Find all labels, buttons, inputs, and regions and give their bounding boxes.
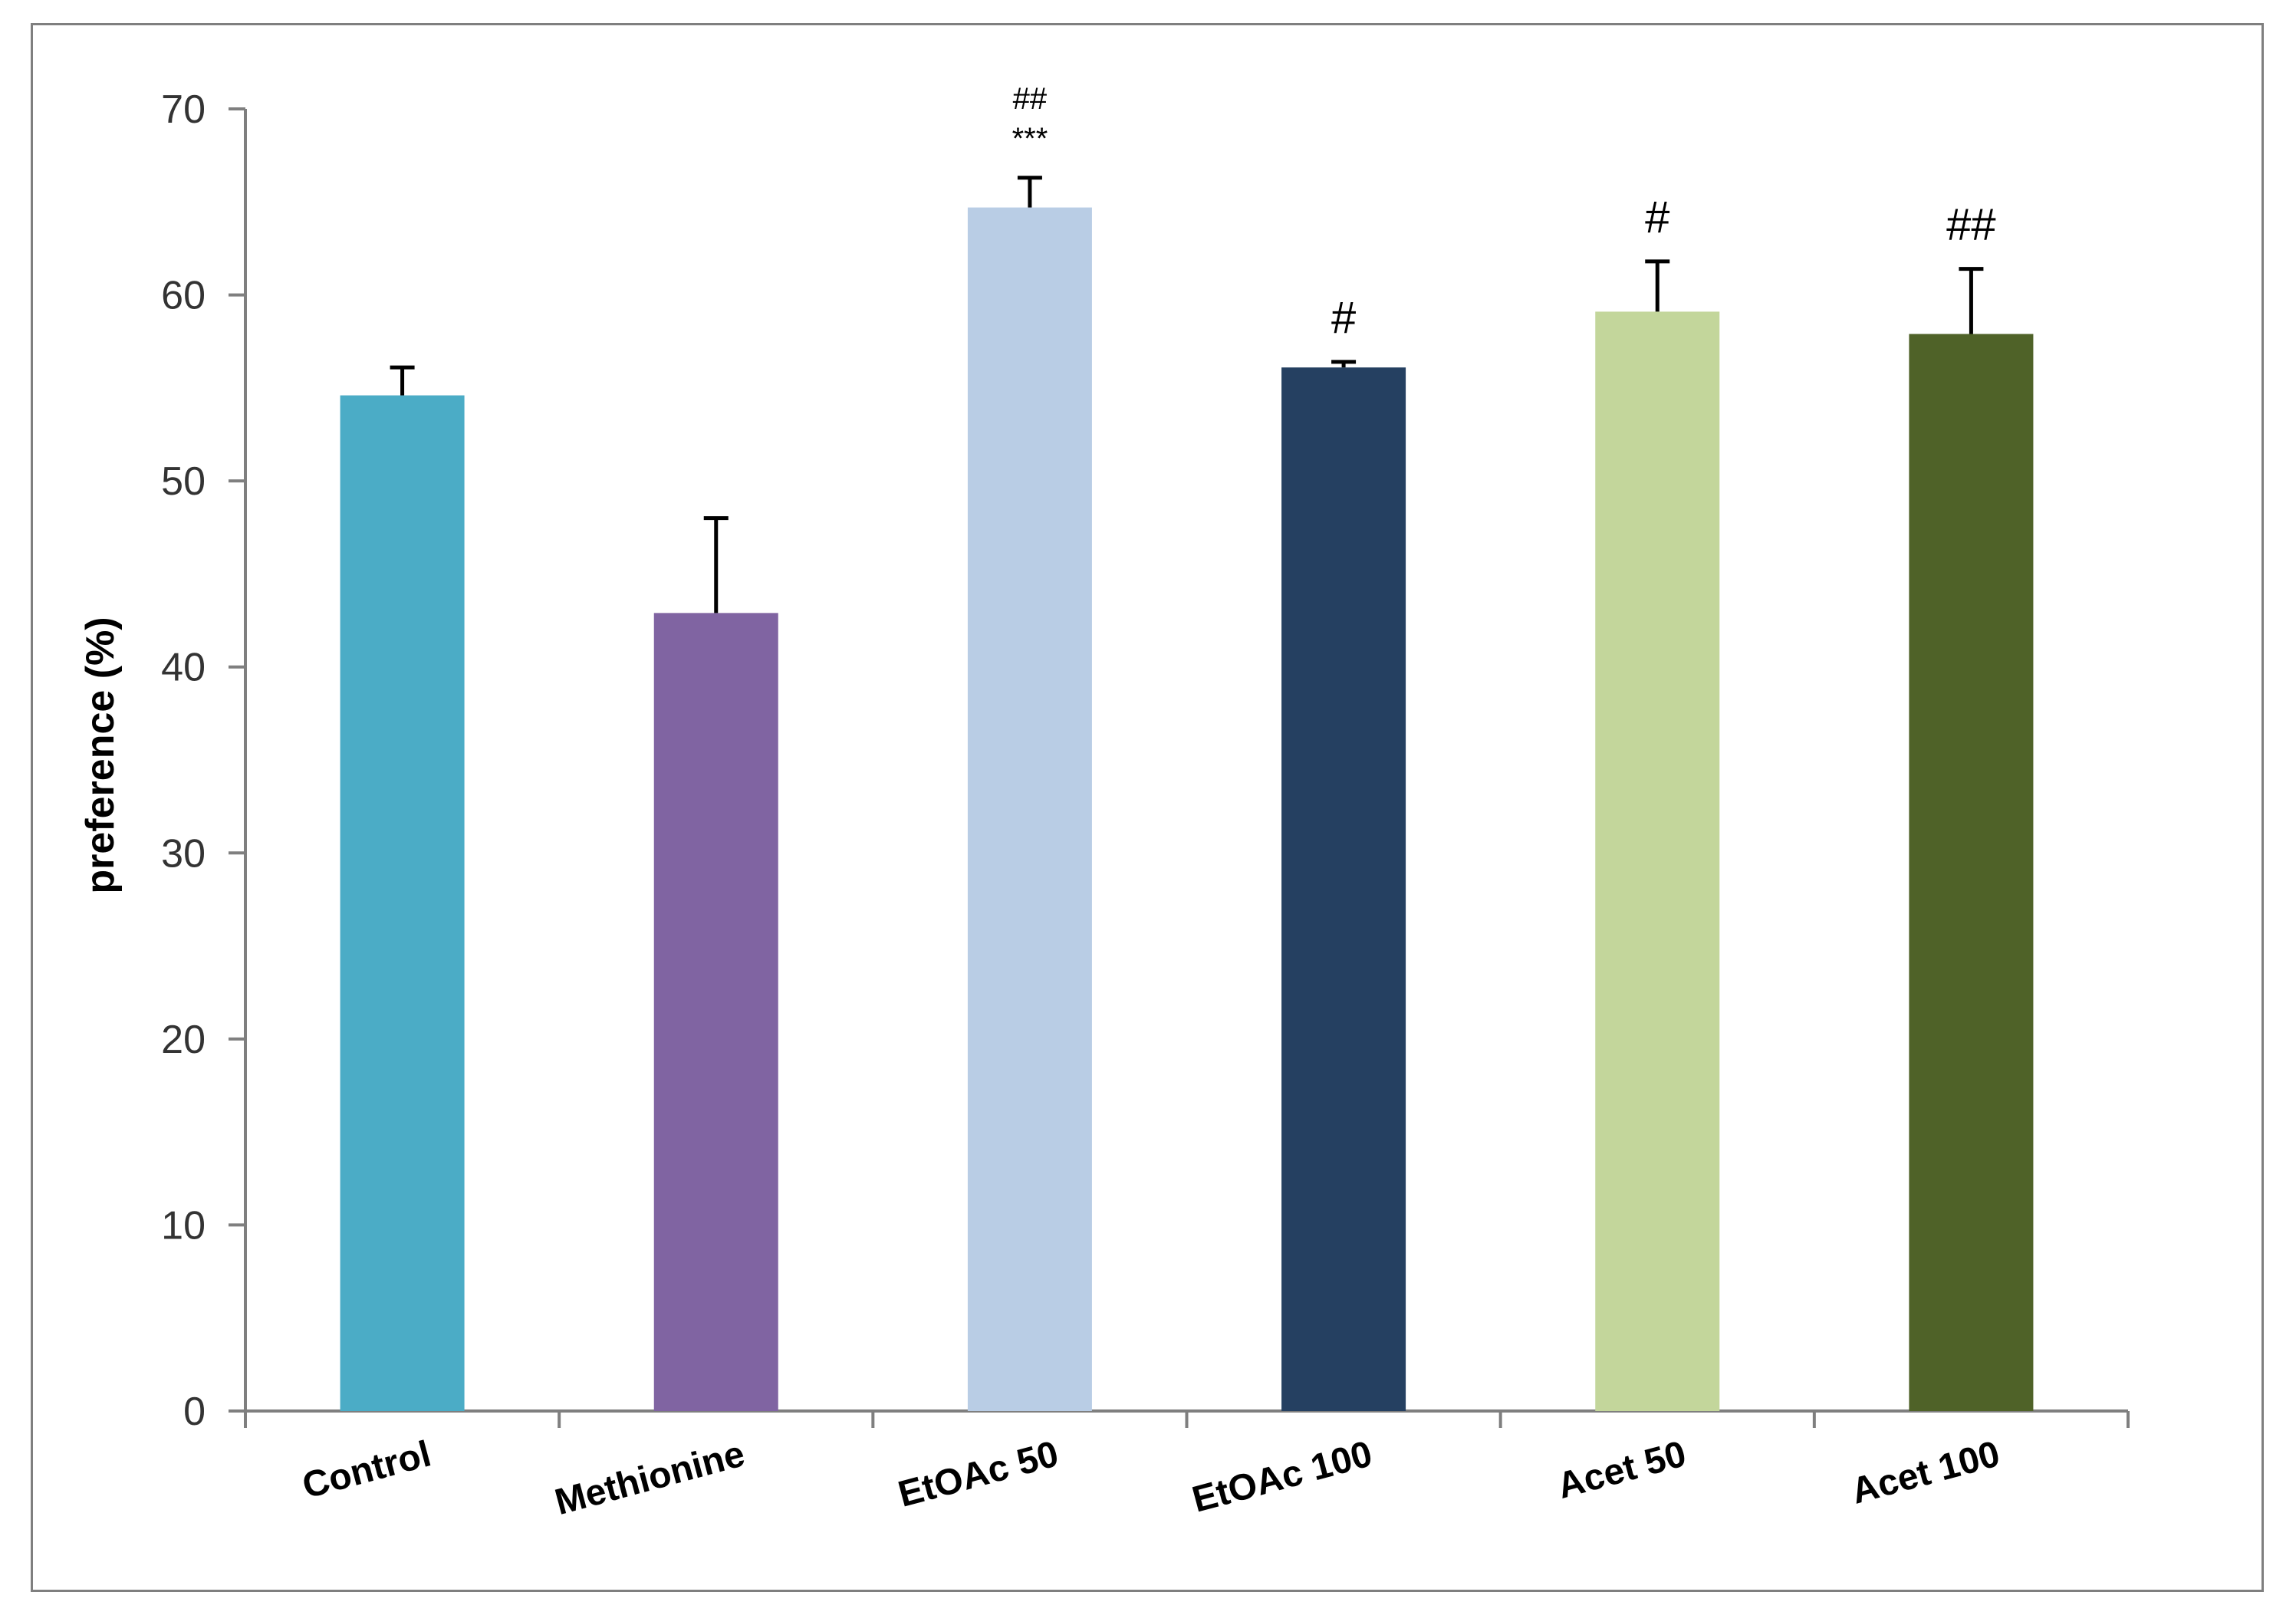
bar xyxy=(653,613,778,1411)
bar xyxy=(967,207,1092,1411)
x-tick-label: EtOAc 50 xyxy=(894,1433,1063,1515)
y-tick-label: 60 xyxy=(161,274,206,318)
bar xyxy=(1595,311,1720,1412)
bars xyxy=(340,207,2034,1412)
significance-marker: *** xyxy=(1012,122,1048,156)
significance-marker: # xyxy=(1645,192,1669,242)
bar xyxy=(1909,334,2034,1411)
error-bars xyxy=(390,176,1984,613)
x-tick-label: Acet 100 xyxy=(1847,1433,2004,1511)
y-tick-label: 10 xyxy=(161,1203,206,1248)
y-axis-title: preference (%) xyxy=(78,617,123,893)
y-tick-label: 20 xyxy=(161,1018,206,1062)
bar xyxy=(1281,367,1406,1411)
y-tick-label: 40 xyxy=(161,646,206,690)
x-tick-label: EtOAc 100 xyxy=(1188,1433,1377,1520)
x-tick-label: Acet 50 xyxy=(1553,1433,1690,1506)
x-axis: Control Methionine EtOAc 50 EtOAc 100 Acet 5… xyxy=(244,1409,2130,1523)
y-tick-label: 30 xyxy=(161,831,206,876)
y-axis: 0 10 20 30 40 50 60 70 xyxy=(161,87,247,1434)
bar xyxy=(340,395,465,1411)
significance-marker: # xyxy=(1331,293,1356,343)
y-tick-label: 50 xyxy=(161,459,206,504)
y-tick-label: 0 xyxy=(183,1390,206,1434)
x-tick-label: Control xyxy=(298,1433,436,1506)
significance-annotations: ***#### ## xyxy=(1012,82,1996,343)
x-tick-label: Methionine xyxy=(551,1433,748,1523)
significance-marker: ## xyxy=(1013,82,1048,116)
significance-marker: ## xyxy=(1946,200,1996,250)
y-tick-label: 70 xyxy=(161,87,206,132)
